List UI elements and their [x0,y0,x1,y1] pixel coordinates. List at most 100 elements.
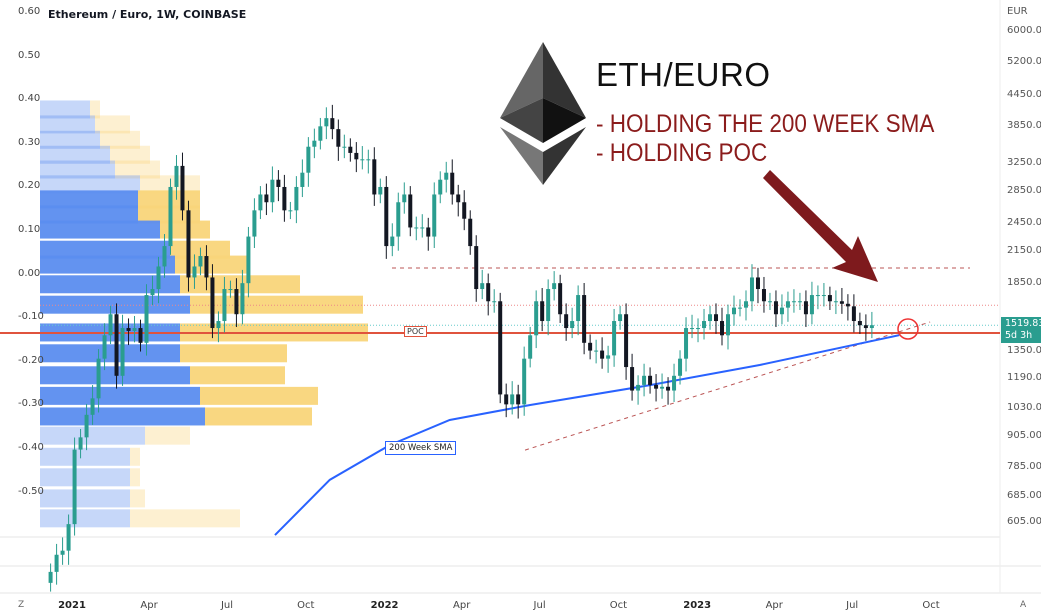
candle-body [821,295,826,297]
candles [48,104,874,592]
auto-scale-button[interactable]: A [1020,600,1027,610]
candle-body [648,375,653,385]
left-tick: -0.30 [18,398,44,410]
candle-body [528,335,533,359]
candle-body [78,437,83,450]
candle-body [54,554,59,572]
ethereum-logo-icon [500,98,543,143]
price-tick: 5200.00 [1007,56,1041,67]
price-tick: 1350.00 [1007,344,1041,356]
candle-body [869,325,874,329]
candle-body [408,194,413,228]
price-tick: 785.00 [1007,460,1041,472]
time-tick: 2021 [58,600,86,611]
candle-body [791,301,796,303]
candle-body [162,246,167,267]
candle-body [420,227,425,229]
candle-body [588,342,593,351]
candle-body [156,266,161,290]
ethereum-logo-icon [500,127,543,185]
candle-body [845,303,850,307]
ethereum-logo-icon [543,127,586,185]
candle-body [492,301,497,303]
candle-body [240,283,245,315]
profile-up-bar [40,240,170,259]
price-tick: 685.00 [1007,489,1041,501]
candle-body [402,194,407,203]
candle-body [300,172,305,187]
candle-body [702,321,707,329]
candle-body [342,146,347,148]
candle-body [204,256,209,278]
candle-body [606,355,611,359]
highlight-circle [897,318,919,340]
candle-body [696,328,701,330]
profile-down-bar [145,426,190,445]
candle-body [306,146,311,173]
candle-body [258,194,263,211]
candle-body [132,328,137,331]
candle-body [252,210,257,237]
candle-body [540,301,545,322]
profile-down-bar [130,447,140,466]
candle-body [630,367,635,391]
price-tick: 3850.00 [1007,120,1041,132]
candle-body [96,358,101,399]
profile-up-bar [40,220,160,239]
profile-up-bar [40,115,95,134]
candle-body [276,179,281,187]
profile-up-bar [40,175,140,194]
left-tick: 0.60 [18,6,41,17]
candle-body [737,307,742,309]
candle-body [90,398,95,415]
profile-down-bar [110,145,150,164]
candle-body [126,328,131,331]
candle-body [120,328,125,376]
price-tick: 2150.00 [1007,245,1041,256]
profile-down-bar [130,468,140,487]
candle-body [438,179,443,195]
note-poc: - HOLDING POC [596,139,768,167]
profile-up-bar [40,407,205,426]
candle-body [618,314,623,322]
profile-down-bar [180,344,287,363]
candle-body [114,314,119,376]
candle-body [558,283,563,315]
profile-up-bar [40,489,130,508]
chart-title: Ethereum / Euro, 1W, COINBASE [48,8,247,21]
zoom-reset-button[interactable]: Z [18,600,25,610]
candle-body [498,301,503,395]
candle-body [216,321,221,329]
candle-body [726,314,731,336]
candle-body [234,289,239,315]
candle-body [863,325,868,329]
candle-body [312,140,317,147]
candle-body [773,301,778,315]
candle-body [851,306,856,322]
left-tick: -0.10 [18,311,44,323]
candle-body [708,314,713,322]
candle-body [552,283,557,290]
candle-body [348,146,353,153]
last-price-tag: 1519.83 5d 3h [1001,317,1041,343]
headline: ETH/EURO [596,56,771,93]
time-tick: Oct [297,600,315,611]
candle-body [84,414,89,438]
profile-up-bar [40,145,110,164]
candle-body [564,314,569,329]
profile-down-bar [100,130,140,149]
candle-body [516,394,521,405]
price-tick: 605.00 [1007,516,1041,528]
candle-body [612,321,617,356]
price-tick: 3250.00 [1007,156,1041,168]
candle-body [168,186,173,247]
candle-body [288,210,293,212]
candle-body [504,394,509,405]
candle-body [743,301,748,308]
candle-body [857,321,862,326]
time-tick: Apr [765,600,783,611]
profile-down-bar [160,220,210,239]
candle-body [839,301,844,304]
candle-body [642,375,647,385]
